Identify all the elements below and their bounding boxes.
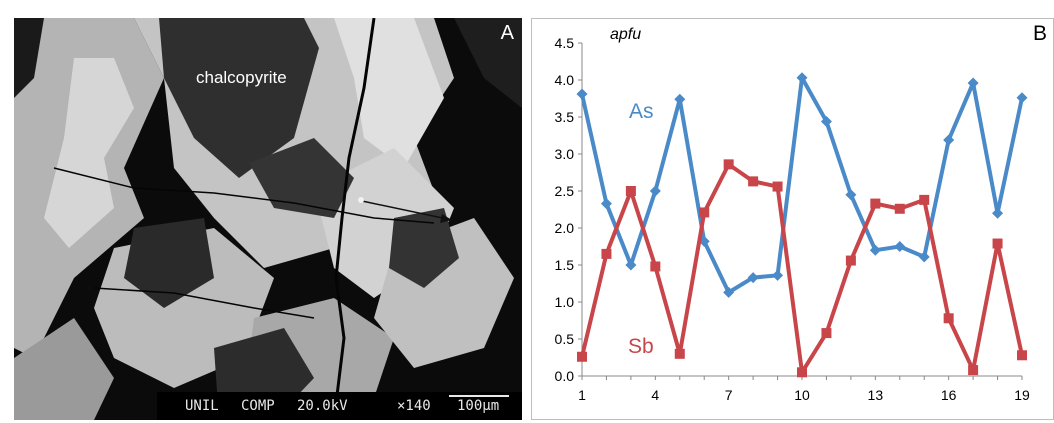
data-point-as [943, 134, 955, 146]
sem-info-bar: UNIL COMP 20.0kV ×140 100μm [157, 392, 522, 420]
data-point-sb [772, 181, 783, 192]
data-point-as [967, 77, 979, 89]
x-tick-label: 7 [725, 387, 733, 403]
data-point-as [674, 93, 686, 105]
sem-voltage: 20.0kV [297, 398, 348, 414]
data-point-sb [699, 207, 710, 218]
data-point-sb [577, 351, 587, 362]
data-point-sb [748, 176, 759, 187]
data-point-as [600, 198, 612, 210]
data-point-sb [674, 348, 685, 359]
line-chart: 0.0 0.5 1.0 1.5 2.0 2.5 3.0 3.5 4.0 4.5 1 4 7 10 13 16 1… [555, 26, 1030, 403]
data-point-as [772, 269, 784, 281]
data-point-sb [723, 159, 734, 170]
data-point-sb [919, 194, 930, 205]
sem-lab: UNIL [185, 398, 219, 414]
data-point-sb [943, 313, 954, 324]
y-tick-label: 0.0 [555, 368, 575, 384]
data-point-sb [992, 238, 1003, 249]
data-point-sb [650, 261, 661, 272]
y-tick-label: 1.0 [555, 294, 575, 310]
sem-mode: COMP [241, 398, 275, 414]
data-point-as [747, 272, 759, 284]
data-point-sb [1017, 350, 1027, 361]
panel-a-label: A [500, 22, 514, 44]
data-point-as [723, 286, 735, 298]
x-tick-label: 4 [651, 387, 659, 403]
data-point-sb [625, 186, 636, 196]
y-tick-label: 2.5 [555, 183, 575, 199]
data-point-as [576, 88, 588, 100]
chart-panel: 0.0 0.5 1.0 1.5 2.0 2.5 3.0 3.5 4.0 4.5 1 4 7 10 13 16 1… [531, 18, 1054, 420]
x-tick-label: 1 [578, 387, 586, 403]
data-point-as [992, 207, 1004, 219]
y-axis-label: apfu [610, 26, 641, 43]
y-tick-label: 0.5 [555, 331, 575, 347]
data-point-as [845, 189, 857, 201]
y-tick-label: 3.5 [555, 109, 575, 125]
x-tick-label: 10 [794, 387, 810, 403]
data-point-sb [968, 365, 979, 376]
data-point-as [918, 251, 930, 263]
sem-image-panel: A chalcopyrite UNIL COMP 20.0kV ×140 100… [14, 18, 522, 420]
data-point-as [796, 72, 808, 84]
sem-magnification: ×140 [397, 398, 431, 414]
x-tick-label: 13 [868, 387, 884, 403]
y-tick-label: 3.0 [555, 146, 575, 162]
data-point-sb [601, 248, 612, 259]
scale-bar [449, 395, 509, 397]
y-tick-label: 2.0 [555, 220, 575, 236]
data-point-as [894, 241, 906, 252]
data-point-as [625, 259, 637, 271]
panel-b-label: B [1032, 22, 1047, 45]
data-point-sb [870, 198, 881, 209]
y-tick-label: 1.5 [555, 257, 575, 273]
data-point-sb [797, 367, 807, 378]
sem-image [14, 18, 522, 420]
data-point-as [820, 115, 832, 127]
data-point-sb [845, 255, 856, 266]
data-point-sb [821, 328, 832, 339]
series-label-sb: Sb [628, 335, 654, 358]
y-tick-label: 4.0 [555, 72, 575, 88]
data-point-as [869, 244, 881, 256]
data-point-sb [894, 203, 905, 214]
sem-scale: 100μm [457, 398, 500, 414]
x-tick-label: 16 [941, 387, 957, 403]
series-label-as: As [629, 100, 654, 123]
data-point-as [649, 185, 661, 197]
data-point-as [1016, 92, 1028, 104]
mineral-label: chalcopyrite [196, 68, 287, 87]
y-tick-label: 4.5 [555, 35, 575, 51]
x-tick-label: 19 [1014, 387, 1030, 403]
